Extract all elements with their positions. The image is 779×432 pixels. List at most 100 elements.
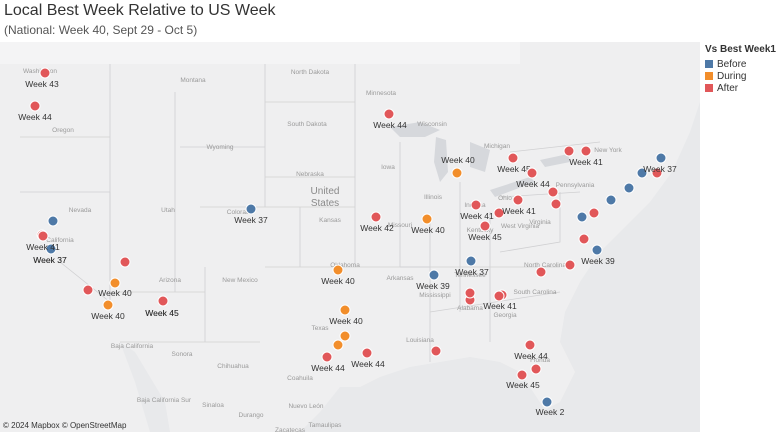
region-label: Montana: [180, 77, 206, 84]
map-marker-after[interactable]: [321, 351, 333, 363]
region-label: Kansas: [319, 217, 341, 224]
us-map[interactable]: WashingtonMontanaNorth DakotaMinnesotaOr…: [0, 42, 700, 432]
map-marker-during[interactable]: [451, 167, 463, 179]
map-marker[interactable]: [547, 186, 559, 198]
map-marker[interactable]: [464, 287, 476, 299]
map-marker-after[interactable]: [383, 108, 395, 120]
map-marker-after[interactable]: [39, 67, 51, 79]
marker-label: Week 40: [91, 311, 125, 321]
map-marker[interactable]: [339, 330, 351, 342]
map-marker[interactable]: [564, 259, 576, 271]
region-label: North Dakota: [291, 69, 330, 76]
region-label: Wyoming: [206, 144, 233, 151]
country-label: States: [311, 198, 339, 209]
map-marker-before[interactable]: [47, 215, 59, 227]
map-marker-after[interactable]: [493, 290, 505, 302]
marker-label: Week 37: [33, 255, 67, 265]
map-marker[interactable]: [550, 198, 562, 210]
map-marker-before[interactable]: [541, 396, 553, 408]
gulf-of-california: [120, 342, 170, 432]
region-label: Utah: [161, 207, 175, 214]
legend-title: Vs Best Week1: [705, 44, 776, 55]
marker-label: Week 43: [25, 79, 59, 89]
map-marker-after[interactable]: [526, 167, 538, 179]
marker-label: Week 40: [411, 225, 445, 235]
marker-label: Week 41: [569, 157, 603, 167]
region-label: Nebraska: [296, 171, 324, 178]
map-marker[interactable]: [623, 182, 635, 194]
map-marker[interactable]: [576, 211, 588, 223]
legend-swatch: [705, 60, 713, 68]
map-marker-after[interactable]: [37, 230, 49, 242]
map-marker-after[interactable]: [580, 145, 592, 157]
map-marker-after[interactable]: [29, 100, 41, 112]
marker-label: Week 2: [536, 407, 565, 417]
legend-item-during[interactable]: During: [705, 70, 776, 82]
marker-label: Week 42: [360, 223, 394, 233]
marker-label: Week 45: [468, 232, 502, 242]
region-label: Baja California Sur: [137, 397, 192, 404]
map-marker-before[interactable]: [591, 244, 603, 256]
map-marker[interactable]: [651, 167, 663, 179]
map-marker[interactable]: [578, 233, 590, 245]
map-marker-after[interactable]: [524, 339, 536, 351]
region-label: Coahuila: [287, 375, 313, 382]
legend-item-after[interactable]: After: [705, 82, 776, 94]
region-label: Ohio: [498, 195, 512, 202]
legend-item-before[interactable]: Before: [705, 58, 776, 70]
map-marker-before[interactable]: [465, 255, 477, 267]
region-label: South Dakota: [287, 121, 327, 128]
map-canvas[interactable]: WashingtonMontanaNorth DakotaMinnesotaOr…: [0, 42, 700, 432]
marker-label: Week 40: [329, 316, 363, 326]
map-marker-after[interactable]: [370, 211, 382, 223]
legend-label: Before: [717, 58, 747, 70]
map-marker-after[interactable]: [157, 295, 169, 307]
map-marker-before[interactable]: [245, 203, 257, 215]
marker-label: Week 44: [311, 363, 345, 373]
map-marker-after[interactable]: [470, 199, 482, 211]
region-label: Iowa: [381, 164, 395, 171]
map-marker[interactable]: [530, 363, 542, 375]
map-marker-before[interactable]: [45, 243, 57, 255]
region-label: Nuevo León: [288, 403, 323, 410]
map-marker-after[interactable]: [479, 220, 491, 232]
map-marker[interactable]: [636, 167, 648, 179]
map-marker-before[interactable]: [655, 152, 667, 164]
marker-label: Week 44: [516, 179, 550, 189]
map-marker-during[interactable]: [421, 213, 433, 225]
map-marker[interactable]: [82, 284, 94, 296]
map-marker-after[interactable]: [512, 194, 524, 206]
map-marker[interactable]: [605, 194, 617, 206]
region-label: Pennsylvania: [556, 182, 595, 189]
map-marker[interactable]: [563, 145, 575, 157]
lake-superior: [390, 122, 440, 137]
marker-label: Week 37: [33, 255, 67, 265]
map-marker[interactable]: [535, 266, 547, 278]
map-marker-after[interactable]: [516, 369, 528, 381]
map-marker-during[interactable]: [102, 299, 114, 311]
region-label: New York: [594, 147, 622, 154]
map-marker-during[interactable]: [109, 277, 121, 289]
map-marker[interactable]: [588, 207, 600, 219]
marker-label: Week 37: [234, 215, 268, 225]
map-marker-during[interactable]: [332, 264, 344, 276]
marker-label: Week 40: [321, 276, 355, 286]
map-marker[interactable]: [332, 339, 344, 351]
map-marker-after[interactable]: [507, 152, 519, 164]
map-marker-after[interactable]: [119, 256, 131, 268]
region-label: Oklahoma: [330, 262, 360, 269]
map-attribution[interactable]: © 2024 Mapbox © OpenStreetMap: [3, 421, 127, 430]
marker-label: Week 44: [514, 351, 548, 361]
region-label: Louisiana: [406, 337, 434, 344]
region-label: Wisconsin: [417, 121, 447, 128]
region-label: Minnesota: [366, 90, 396, 97]
land-mass: [0, 42, 700, 432]
marker-label: Week 44: [351, 359, 385, 369]
map-marker[interactable]: [493, 207, 505, 219]
region-label: North Carolina: [524, 262, 566, 269]
map-marker[interactable]: [430, 345, 442, 357]
map-marker-after[interactable]: [361, 347, 373, 359]
map-marker-before[interactable]: [428, 269, 440, 281]
marker-label: Week 45: [145, 308, 179, 318]
map-marker-during[interactable]: [339, 304, 351, 316]
